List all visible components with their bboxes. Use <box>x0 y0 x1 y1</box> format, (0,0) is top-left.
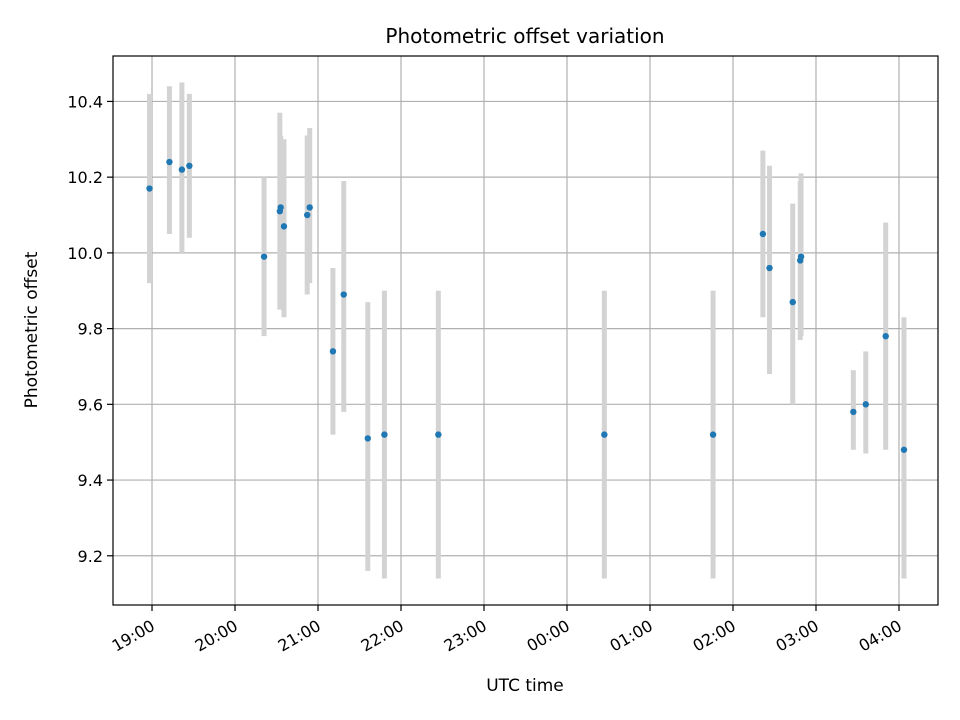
data-point <box>306 204 313 211</box>
y-tick-label: 9.6 <box>78 395 103 414</box>
y-tick-label: 9.8 <box>78 320 103 339</box>
data-point <box>329 348 337 355</box>
data-point <box>900 446 908 453</box>
data-point <box>277 204 284 211</box>
y-tick-label: 10.2 <box>67 168 103 187</box>
data-point <box>178 166 186 173</box>
data-point <box>850 408 857 416</box>
data-point <box>797 253 805 260</box>
data-point <box>280 223 288 230</box>
data-point <box>340 291 347 298</box>
data-point <box>766 264 773 272</box>
data-point <box>601 431 608 438</box>
data-points <box>146 158 908 453</box>
data-point <box>260 253 268 260</box>
data-point <box>186 162 193 169</box>
grid <box>113 56 938 605</box>
data-point <box>304 211 311 219</box>
data-point <box>709 431 717 438</box>
data-point <box>381 431 388 438</box>
data-point <box>789 298 796 306</box>
y-tick-label: 9.4 <box>78 471 103 490</box>
data-point <box>862 401 869 408</box>
data-point <box>364 435 372 442</box>
y-axis-title: Photometric offset <box>22 251 42 408</box>
y-tick-label: 9.2 <box>78 547 103 566</box>
x-axis-title: UTC time <box>486 676 564 696</box>
data-point <box>146 185 153 192</box>
data-point <box>759 230 767 238</box>
plot-frame <box>112 55 939 606</box>
data-point <box>435 431 442 438</box>
chart-title: Photometric offset variation <box>385 24 664 48</box>
data-point <box>166 158 173 166</box>
y-tick-label: 10.4 <box>67 92 103 111</box>
data-point <box>882 332 889 340</box>
y-tick-label: 10.0 <box>67 244 103 263</box>
